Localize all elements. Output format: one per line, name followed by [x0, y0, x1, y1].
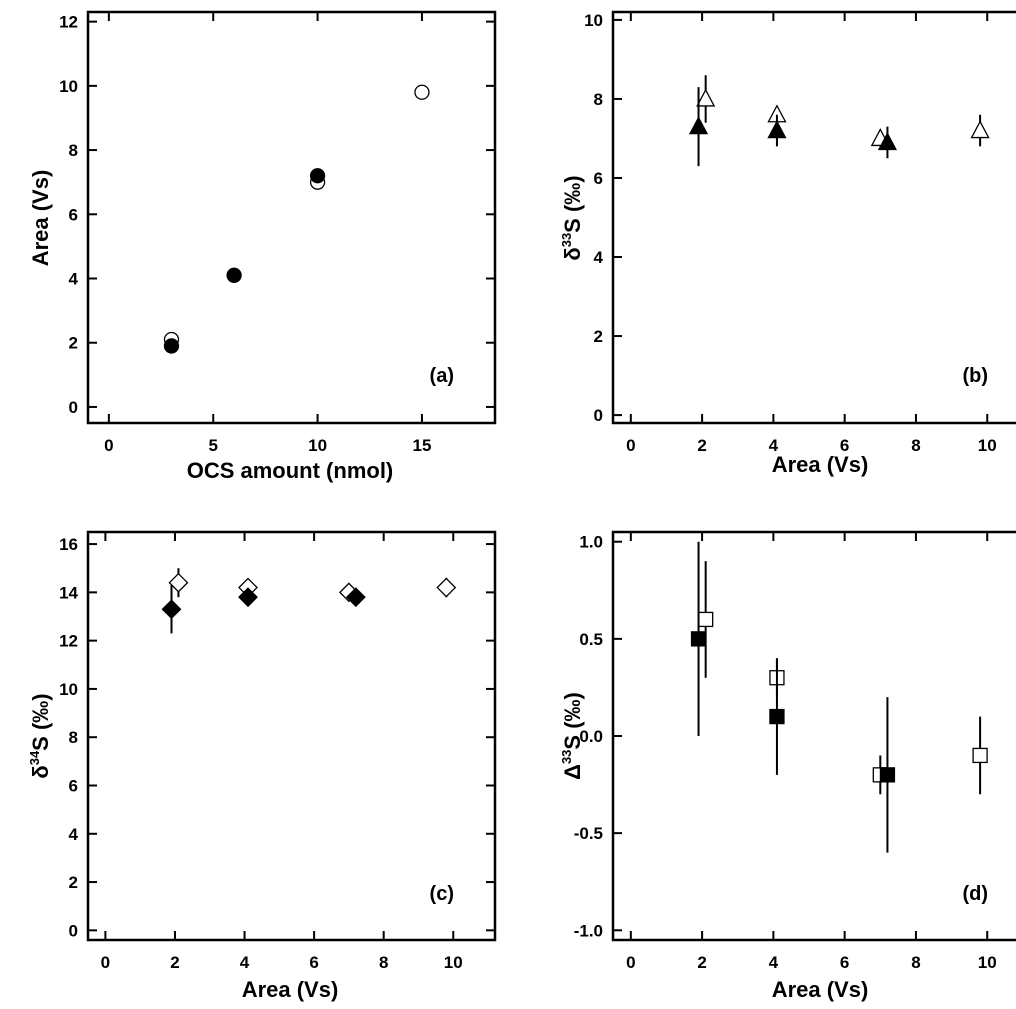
panel-label: (d): [962, 883, 988, 905]
data-point: [226, 267, 242, 283]
y-tick-label: 12: [59, 13, 78, 32]
x-tick-label: 2: [697, 436, 706, 455]
data-point: [688, 116, 709, 135]
y-tick-label: 12: [59, 632, 78, 651]
x-tick-label: 10: [308, 436, 327, 455]
data-point: [238, 587, 258, 608]
data-point: [970, 120, 990, 139]
filled-triangle-series: [688, 87, 898, 167]
open-circle-series: [163, 84, 430, 348]
panel-label: (a): [430, 365, 454, 387]
x-tick-label: 8: [911, 436, 920, 455]
x-tick-label: 15: [412, 436, 431, 455]
data-point: [769, 708, 785, 725]
y-axis-label: Area (Vs): [28, 170, 53, 267]
data-point: [877, 132, 898, 151]
data-point: [767, 120, 787, 139]
x-tick-label: 0: [626, 953, 635, 972]
data-point: [345, 587, 366, 608]
data-point: [436, 577, 457, 598]
y-tick-label: 10: [584, 11, 603, 30]
panel-b: 0 2 4 6 8 10 0 2 4 6 8 10 Area (Vs) δ33S (‰) (b): [559, 10, 1016, 477]
open-square-series: [698, 561, 988, 795]
data-point: [163, 338, 180, 354]
y-tick-label: 16: [59, 535, 78, 554]
x-tick-label: 6: [840, 436, 849, 455]
x-tick-label: 5: [208, 436, 217, 455]
plot-frame: [611, 10, 1016, 425]
x-tick-label: 0: [101, 953, 110, 972]
y-tick-label: 4: [69, 270, 79, 289]
y-tick-label: 6: [69, 205, 78, 224]
x-tick-label: 8: [911, 953, 920, 972]
y-axis-label: δ34S (‰): [27, 693, 53, 778]
x-tick-label: 10: [978, 436, 997, 455]
data-point: [414, 84, 430, 100]
x-axis-label: OCS amount (nmol): [187, 458, 394, 483]
x-tick-label: 2: [170, 953, 179, 972]
panel-label: (c): [430, 883, 454, 905]
x-tick-label: 10: [978, 953, 997, 972]
x-axis-label: Area (Vs): [772, 977, 869, 1002]
x-tick-label: 4: [769, 436, 779, 455]
x-axis-label: Area (Vs): [772, 452, 869, 477]
y-tick-label: 2: [594, 327, 603, 346]
y-tick-label: 4: [594, 248, 604, 267]
panel-a: 0 2 4 6 8 10 12 0 5 10 15 OCS amount (nmol) Area (Vs…: [28, 10, 497, 483]
data-point: [309, 168, 326, 184]
x-tick-label: 10: [444, 953, 463, 972]
data-point: [690, 631, 707, 647]
y-tick-label: 10: [59, 680, 78, 699]
x-tick-label: 4: [769, 953, 779, 972]
y-tick-label: 0.5: [579, 630, 603, 649]
y-tick-label: 8: [69, 141, 78, 160]
data-point: [168, 572, 189, 593]
panel-c: 0 2 4 6 8 10 12 14 16 0 2 4 6 8 10 Area (Vs) δ34S (‰) (c): [27, 530, 497, 1002]
y-tick-label: 0: [69, 921, 78, 940]
filled-circle-series: [163, 168, 326, 354]
y-tick-label: 14: [59, 583, 78, 602]
y-tick-label: 2: [69, 334, 78, 353]
data-point: [161, 599, 182, 620]
data-point: [972, 747, 988, 764]
plot-frame: [86, 530, 497, 942]
y-tick-label: 8: [69, 728, 78, 747]
data-point: [879, 767, 896, 783]
filled-square-series: [690, 541, 896, 853]
y-tick-label: 6: [69, 776, 78, 795]
x-tick-label: 4: [240, 953, 250, 972]
open-diamond-series: [168, 568, 457, 603]
y-tick-label: 6: [594, 169, 603, 188]
y-tick-label: 0.0: [579, 727, 603, 746]
data-point: [698, 611, 714, 628]
panel-label: (b): [962, 365, 988, 387]
y-tick-label: -1.0: [574, 921, 603, 940]
data-point: [696, 88, 716, 107]
x-tick-label: 6: [840, 953, 849, 972]
x-axis-label: Area (Vs): [242, 977, 339, 1002]
y-tick-label: 0: [69, 398, 78, 417]
filled-diamond-series: [161, 585, 366, 634]
y-tick-label: 10: [59, 77, 78, 96]
y-tick-label: 4: [69, 825, 79, 844]
panel-d: -1.0 -0.5 0.0 0.5 1.0 0 2 4 6 8 10 Area (Vs) Δ33S (‰…: [559, 530, 1016, 1002]
y-axis-label: δ33S (‰): [559, 175, 585, 260]
plot-frame: [86, 10, 497, 425]
x-tick-label: 0: [626, 436, 635, 455]
x-tick-label: 8: [379, 953, 388, 972]
open-triangle-series: [696, 75, 990, 147]
y-tick-label: -0.5: [574, 824, 603, 843]
y-tick-label: 1.0: [579, 533, 603, 552]
x-tick-label: 0: [104, 436, 113, 455]
plot-frame: [611, 530, 1016, 942]
y-axis-label: Δ33S (‰): [559, 692, 585, 780]
x-tick-label: 2: [697, 953, 706, 972]
y-tick-label: 2: [69, 873, 78, 892]
x-tick-label: 6: [309, 953, 318, 972]
y-tick-label: 8: [594, 90, 603, 109]
y-tick-label: 0: [594, 406, 603, 425]
